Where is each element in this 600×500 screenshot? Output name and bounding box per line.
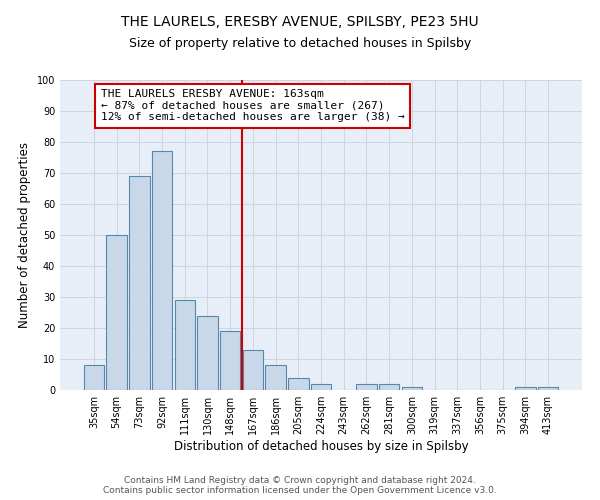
Text: Contains HM Land Registry data © Crown copyright and database right 2024.
Contai: Contains HM Land Registry data © Crown c… — [103, 476, 497, 495]
Text: THE LAURELS, ERESBY AVENUE, SPILSBY, PE23 5HU: THE LAURELS, ERESBY AVENUE, SPILSBY, PE2… — [121, 15, 479, 29]
Bar — [242, 350, 263, 390]
Bar — [175, 300, 195, 390]
Bar — [265, 365, 286, 390]
Bar — [129, 176, 149, 390]
Bar — [379, 384, 400, 390]
Bar — [152, 152, 172, 390]
Bar — [515, 387, 536, 390]
Y-axis label: Number of detached properties: Number of detached properties — [18, 142, 31, 328]
Bar — [356, 384, 377, 390]
X-axis label: Distribution of detached houses by size in Spilsby: Distribution of detached houses by size … — [173, 440, 469, 453]
Bar — [401, 387, 422, 390]
Bar — [288, 378, 308, 390]
Bar — [197, 316, 218, 390]
Bar — [106, 235, 127, 390]
Bar — [538, 387, 558, 390]
Bar — [220, 331, 241, 390]
Bar — [311, 384, 331, 390]
Bar — [84, 365, 104, 390]
Text: THE LAURELS ERESBY AVENUE: 163sqm
← 87% of detached houses are smaller (267)
12%: THE LAURELS ERESBY AVENUE: 163sqm ← 87% … — [101, 90, 404, 122]
Text: Size of property relative to detached houses in Spilsby: Size of property relative to detached ho… — [129, 38, 471, 51]
